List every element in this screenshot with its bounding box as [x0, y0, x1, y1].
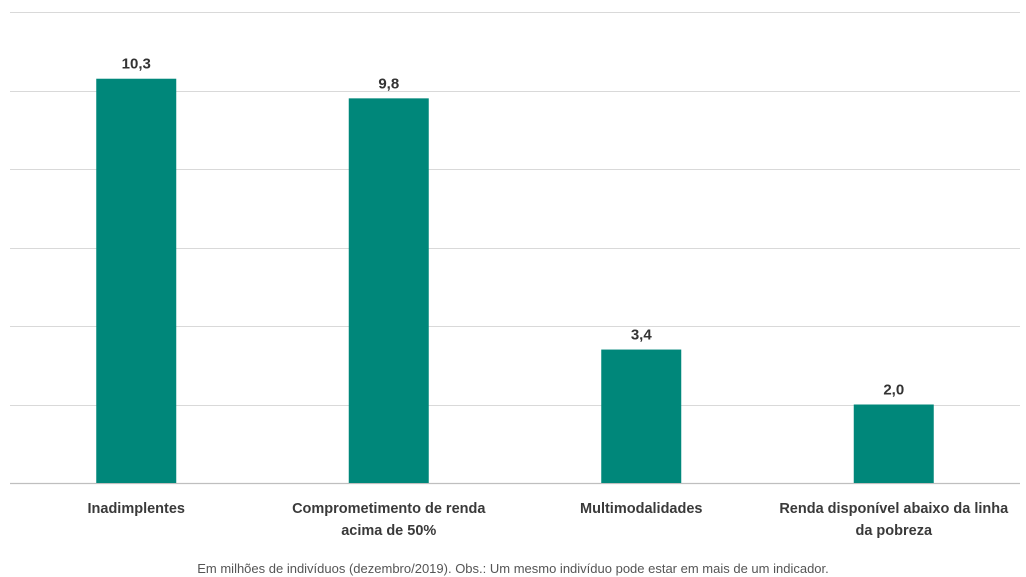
data-label: 10,3 [122, 56, 151, 73]
category-labels: Inadimplentes Comprometimento de renda aci… [88, 501, 1010, 539]
bar [601, 349, 682, 483]
data-label: 2,0 [883, 382, 904, 399]
category-label: Inadimplentes [88, 501, 186, 517]
bar [348, 98, 429, 483]
data-labels: 10,3 9,8 3,4 2,0 [122, 56, 905, 399]
category-label: Renda disponível abaixo da linha da pobre… [779, 501, 1009, 539]
gridlines [10, 12, 1020, 485]
bars [96, 78, 934, 483]
category-label: Comprometimento de renda acima de 50% [292, 501, 486, 539]
bar [853, 404, 934, 483]
chart-note: Em milhões de indivíduos (dezembro/2019)… [197, 561, 829, 576]
data-label: 9,8 [378, 75, 399, 92]
bar [96, 78, 177, 483]
data-label: 3,4 [631, 327, 653, 344]
category-label: Multimodalidades [580, 501, 702, 517]
